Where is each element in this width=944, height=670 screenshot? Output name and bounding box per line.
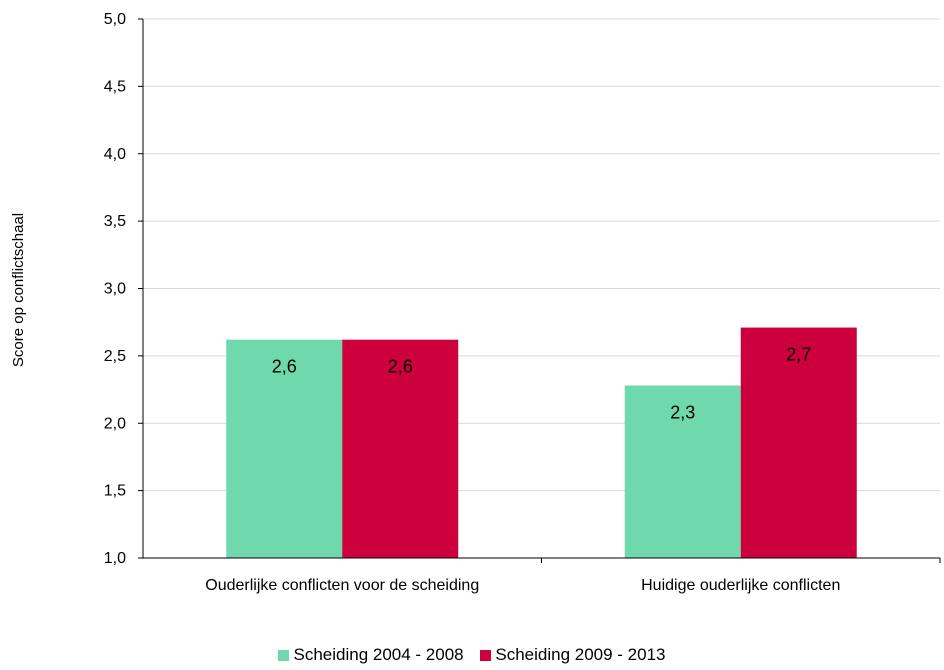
category-label: Ouderlijke conflicten voor de scheiding xyxy=(205,577,479,594)
data-label: 2,6 xyxy=(272,357,297,377)
bars xyxy=(226,327,857,558)
legend-item-series-1: Scheiding 2004 - 2008 xyxy=(278,645,464,665)
data-labels: 2,6 2,6 2,3 2,7 xyxy=(272,345,812,423)
y-tick-label: 4,5 xyxy=(104,78,126,95)
bar-series-2 xyxy=(740,327,857,558)
y-tick-label: 4,0 xyxy=(104,146,126,163)
category-labels: Ouderlijke conflicten voor de scheiding H… xyxy=(205,577,840,594)
legend-label-series-2: Scheiding 2009 - 2013 xyxy=(495,645,666,664)
y-tick-labels: 1,0 1,5 2,0 2,5 3,0 3,5 4,0 4,5 5,0 xyxy=(104,11,126,567)
bar-series-2 xyxy=(342,339,459,558)
legend-label-series-1: Scheiding 2004 - 2008 xyxy=(293,645,464,664)
data-label: 2,6 xyxy=(388,357,413,377)
data-label: 2,3 xyxy=(670,403,695,423)
category-label: Huidige ouderlijke conflicten xyxy=(641,577,840,594)
data-label: 2,7 xyxy=(786,345,811,365)
y-axis-title: Score op conflictschaal xyxy=(10,213,27,367)
y-tick-label: 3,5 xyxy=(104,213,126,230)
y-tick-label: 3,0 xyxy=(104,281,126,298)
bar-series-1 xyxy=(226,339,343,558)
y-tick-label: 5,0 xyxy=(104,11,126,28)
y-tick-label: 2,0 xyxy=(104,415,126,432)
legend: Scheiding 2004 - 2008 Scheiding 2009 - 2… xyxy=(0,645,944,666)
y-tick-label: 1,0 xyxy=(104,550,126,567)
bar-series-1 xyxy=(624,385,741,558)
y-tick-label: 1,5 xyxy=(104,483,126,500)
legend-swatch-series-2 xyxy=(480,649,492,661)
bar-chart: 1,0 1,5 2,0 2,5 3,0 3,5 4,0 4,5 5,0 Ouderlijke c… xyxy=(10,11,941,594)
legend-item-series-2: Scheiding 2009 - 2013 xyxy=(480,645,666,665)
legend-swatch-series-1 xyxy=(278,649,290,661)
y-tick-label: 2,5 xyxy=(104,348,126,365)
